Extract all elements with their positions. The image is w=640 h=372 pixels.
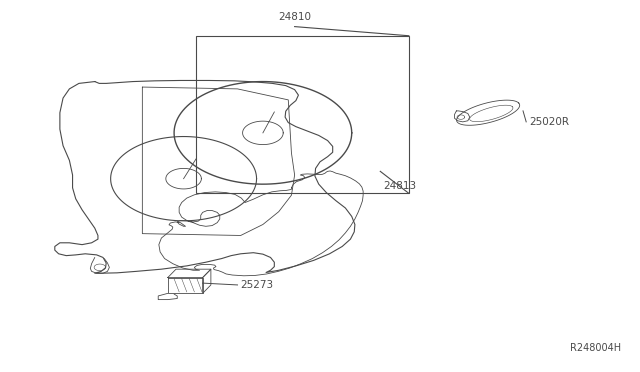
Text: 24810: 24810: [278, 12, 311, 22]
Text: R248004H: R248004H: [570, 343, 621, 353]
Bar: [196, 36, 409, 193]
Text: 25020R: 25020R: [529, 117, 570, 127]
Text: 25273: 25273: [241, 280, 274, 290]
Text: 24813: 24813: [383, 180, 417, 190]
